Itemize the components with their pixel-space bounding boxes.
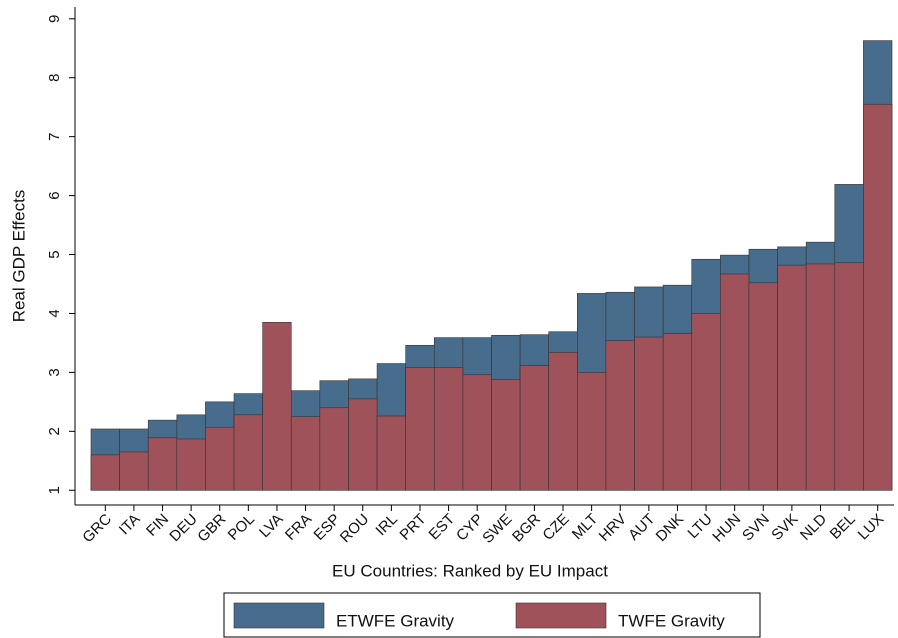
bar (319, 407, 349, 491)
x-tick-label: FRA (282, 511, 315, 544)
x-tick-label: POL (225, 511, 258, 544)
x-tick-label: BGR (509, 511, 544, 546)
y-tick-label: 5 (46, 250, 63, 258)
x-tick-label: GRC (79, 511, 115, 547)
x-tick-label: SWE (479, 511, 515, 547)
x-tick-label: EST (426, 511, 459, 544)
x-tick-label: LTU (684, 511, 715, 542)
bar (605, 340, 635, 491)
bar (90, 454, 120, 491)
x-tick-label: BEL (827, 511, 859, 543)
x-tick-label: PRT (397, 511, 430, 544)
bar (634, 336, 664, 491)
bar (805, 263, 836, 491)
bar (290, 416, 321, 491)
bar (577, 372, 607, 491)
bar (233, 414, 263, 491)
x-tick-label: ITA (116, 511, 144, 539)
bar (834, 262, 864, 491)
bar (491, 379, 521, 491)
legend-label: TWFE Gravity (618, 611, 725, 630)
x-tick-label: IRL (372, 511, 401, 540)
y-tick-label: 9 (46, 15, 63, 23)
x-tick-label: DNK (653, 511, 687, 545)
bar (777, 264, 807, 491)
y-tick-label: 4 (46, 309, 63, 317)
bar (147, 437, 178, 491)
bar (119, 451, 149, 491)
x-tick-label: LUX (855, 511, 888, 544)
x-tick-label: CYP (453, 511, 487, 545)
bar (433, 367, 464, 491)
legend-swatch (233, 602, 325, 629)
bar (405, 367, 435, 491)
bar (662, 333, 693, 491)
y-tick-label: 7 (46, 132, 63, 140)
x-axis-title: EU Countries: Ranked by EU Impact (332, 561, 608, 580)
bar (205, 426, 235, 491)
bar (376, 415, 406, 491)
x-tick-label: ROU (337, 511, 373, 547)
x-tick-label: SVN (739, 511, 773, 545)
legend-label: ETWFE Gravity (336, 611, 455, 630)
x-tick-label: GBR (194, 511, 229, 546)
bar (548, 352, 578, 491)
bar (519, 365, 550, 491)
bar (748, 282, 778, 491)
y-tick-label: 1 (46, 486, 63, 494)
x-tick-label: NLD (797, 511, 830, 544)
bar (720, 273, 750, 491)
x-tick-label: SVK (768, 511, 801, 544)
y-axis-title: Real GDP Effects (9, 190, 28, 323)
x-tick-label: CZE (539, 511, 572, 544)
bar (176, 438, 206, 491)
bar (262, 322, 292, 491)
bar (462, 374, 492, 491)
legend-swatch (515, 602, 607, 629)
x-tick-label: LVA (256, 511, 287, 542)
x-tick-label: AUT (625, 511, 658, 544)
y-tick-label: 2 (46, 427, 63, 435)
bar (348, 398, 378, 491)
y-tick-label: 3 (46, 368, 63, 376)
x-tick-label: HUN (709, 511, 744, 546)
x-tick-label: HRV (596, 511, 630, 545)
y-tick-label: 8 (46, 74, 63, 82)
x-tick-label: ESP (311, 511, 344, 544)
x-tick-label: DEU (166, 511, 200, 545)
y-tick-label: 6 (46, 191, 63, 199)
x-tick-label: MLT (569, 511, 601, 543)
bar (691, 313, 721, 491)
bar (863, 103, 893, 491)
